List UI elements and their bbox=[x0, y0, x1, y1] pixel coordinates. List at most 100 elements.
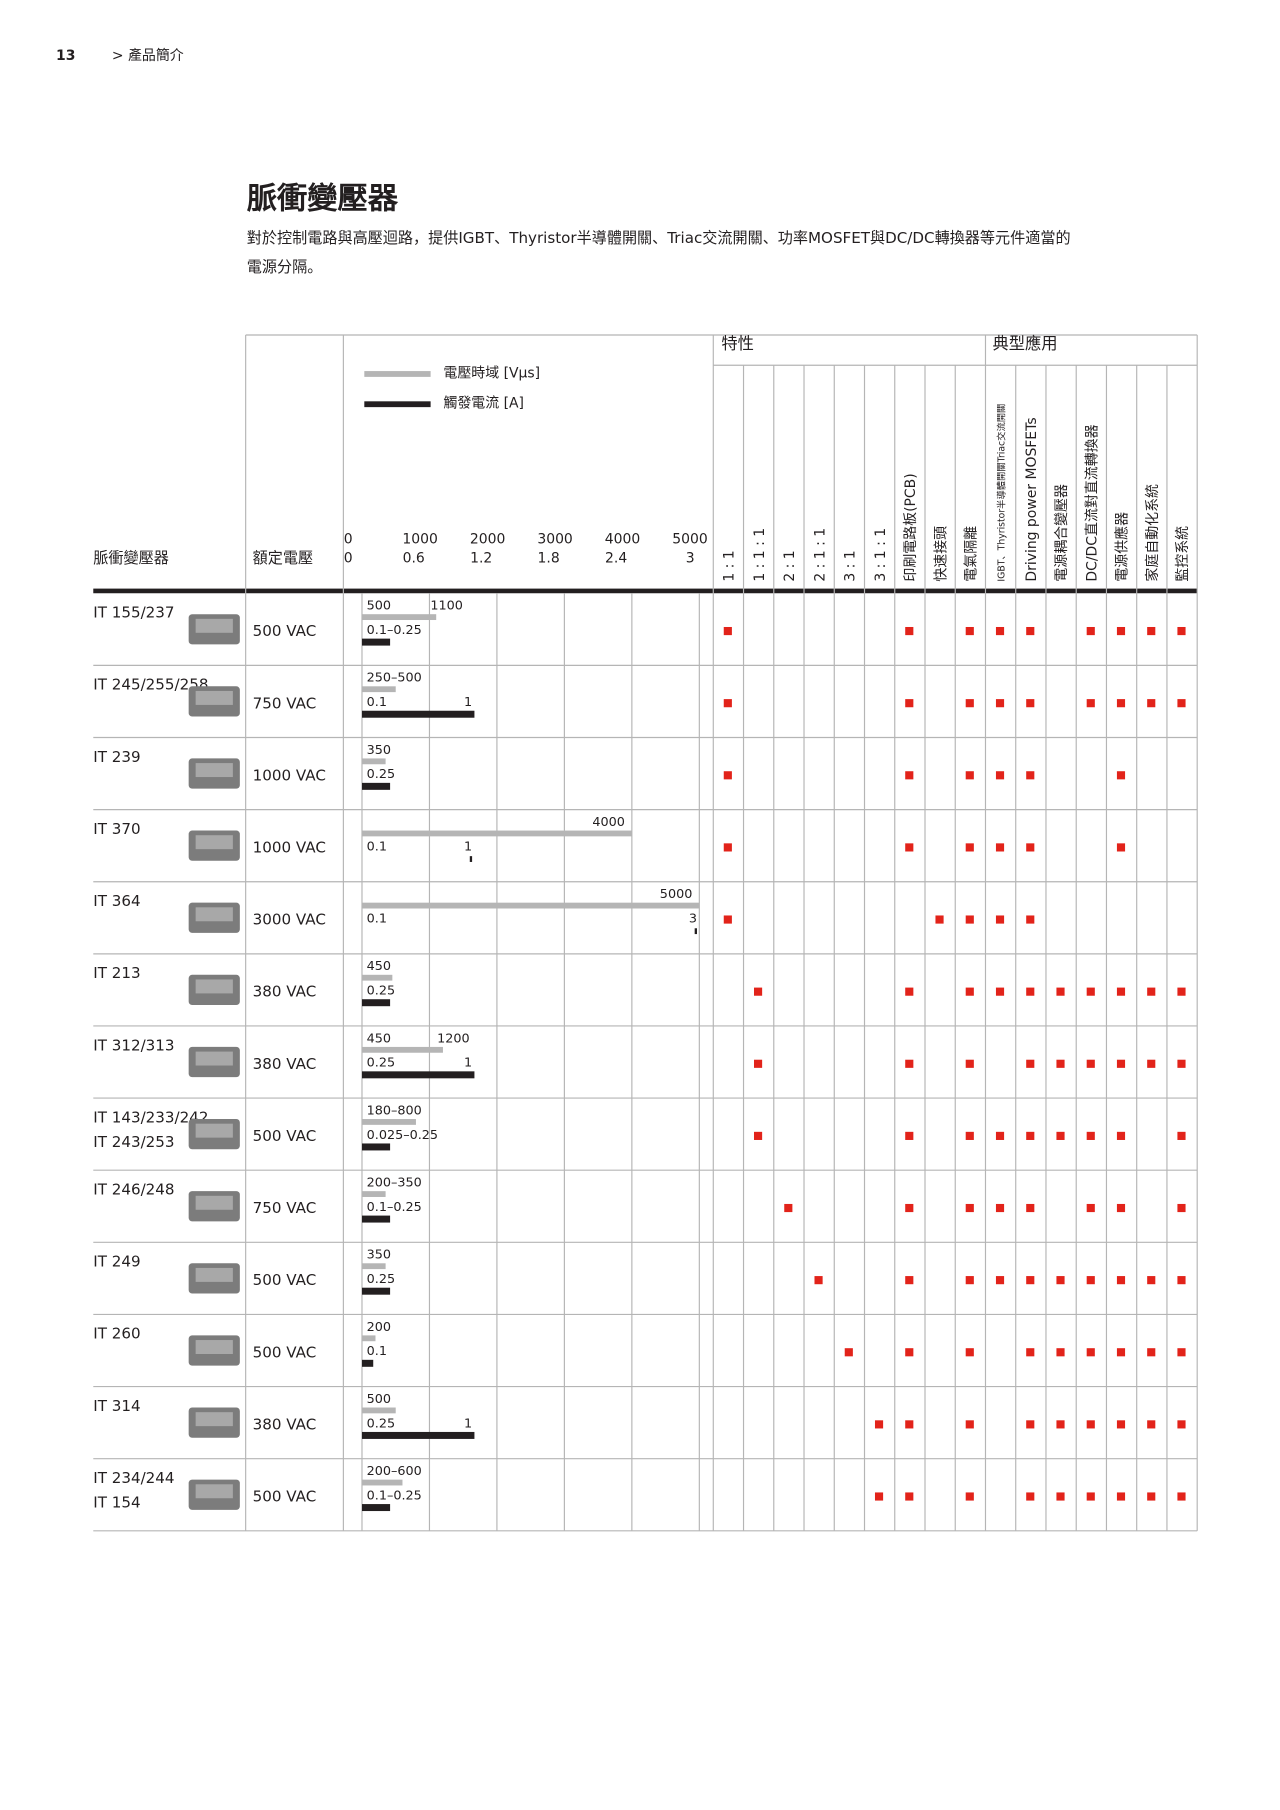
product-name: IT 245/255/258 bbox=[93, 676, 208, 694]
legend-label: 觸發電流 [A] bbox=[443, 396, 524, 412]
voltage-time-bar bbox=[361, 1046, 443, 1053]
check-mark bbox=[1026, 1276, 1035, 1285]
check-mark bbox=[1116, 1131, 1126, 1140]
check-mark bbox=[1177, 1348, 1186, 1357]
trigger-current-bar bbox=[361, 1071, 475, 1079]
trigger-current-bar bbox=[361, 782, 391, 790]
product-name: IT 243/253 bbox=[93, 1133, 174, 1151]
column-header: 電源供應器 bbox=[1114, 512, 1131, 582]
check-mark bbox=[1086, 626, 1095, 636]
voltage-time-bar bbox=[361, 758, 386, 765]
product-image bbox=[195, 1340, 233, 1355]
rated-voltage: 3000 VAC bbox=[253, 911, 326, 929]
check-mark bbox=[965, 843, 974, 852]
check-mark bbox=[905, 843, 914, 852]
check-mark bbox=[874, 1492, 884, 1501]
product-name: IT 154 bbox=[93, 1493, 140, 1511]
rated-voltage: 750 VAC bbox=[253, 1199, 317, 1217]
product-image bbox=[195, 835, 233, 850]
product-name: IT 314 bbox=[93, 1397, 140, 1415]
check-mark bbox=[1116, 1420, 1126, 1429]
check-mark bbox=[1177, 1420, 1186, 1429]
voltage-time-bar bbox=[361, 1479, 403, 1486]
product-image bbox=[195, 1484, 233, 1499]
check-mark bbox=[995, 1276, 1005, 1285]
check-mark bbox=[1177, 1203, 1186, 1213]
description-line: 電源分隔。 bbox=[247, 258, 323, 276]
trigger-current-bar bbox=[361, 710, 475, 718]
product-image bbox=[195, 690, 233, 705]
check-mark bbox=[935, 915, 944, 924]
check-mark bbox=[905, 1420, 914, 1429]
check-mark bbox=[995, 771, 1005, 780]
axis-tick-label: 1.8 bbox=[538, 550, 560, 566]
check-mark bbox=[1026, 1420, 1035, 1429]
rated-voltage: 1000 VAC bbox=[253, 766, 326, 784]
product-name: IT 155/237 bbox=[93, 604, 174, 622]
voltage-time-bar bbox=[361, 1191, 386, 1197]
check-mark bbox=[1147, 1348, 1156, 1357]
check-mark bbox=[1116, 843, 1126, 852]
check-mark bbox=[905, 1348, 914, 1357]
check-mark bbox=[905, 1203, 914, 1213]
check-mark bbox=[1116, 1059, 1126, 1068]
product-name: IT 249 bbox=[93, 1253, 140, 1271]
trigger-current-label: 0.1 bbox=[367, 695, 387, 710]
check-mark bbox=[1086, 1059, 1095, 1068]
check-mark bbox=[1026, 1203, 1035, 1213]
rated-voltage: 380 VAC bbox=[253, 1055, 317, 1073]
voltage-time-bar bbox=[361, 1335, 376, 1342]
product-image bbox=[195, 1123, 233, 1138]
check-mark bbox=[1177, 626, 1186, 636]
check-mark bbox=[965, 1203, 974, 1213]
check-mark bbox=[1116, 987, 1126, 996]
rated-voltage: 500 VAC bbox=[253, 1271, 317, 1289]
check-mark bbox=[1086, 1492, 1095, 1501]
trigger-current-label: 0.1–0.25 bbox=[367, 1488, 422, 1503]
rated-voltage: 500 VAC bbox=[253, 1343, 317, 1361]
column-header: IGBT、Thyristor半導體開關Triac交流開關 bbox=[995, 404, 1007, 582]
column-header: 1 : 1 : 1 bbox=[752, 528, 768, 582]
check-mark bbox=[1177, 1492, 1186, 1501]
check-mark bbox=[995, 843, 1005, 852]
check-mark bbox=[723, 915, 732, 924]
check-mark bbox=[965, 1348, 974, 1357]
check-mark bbox=[1026, 771, 1035, 780]
trigger-current-label: 1 bbox=[464, 1416, 472, 1431]
voltage-time-bar bbox=[361, 1407, 396, 1414]
trigger-current-label: 0.1–0.25 bbox=[367, 623, 422, 638]
axis-tick-label: 0 bbox=[344, 532, 353, 548]
check-mark bbox=[965, 1420, 974, 1429]
check-mark bbox=[1177, 1276, 1186, 1285]
check-mark bbox=[905, 1131, 914, 1140]
axis-tick-label: 2.4 bbox=[605, 550, 627, 566]
check-mark bbox=[1056, 1420, 1065, 1429]
column-header: 3 : 1 : 1 bbox=[873, 528, 889, 582]
trigger-current-label: 0.1–0.25 bbox=[367, 1200, 422, 1215]
product-name: IT 370 bbox=[93, 820, 140, 838]
header-features: 特性 bbox=[721, 334, 754, 353]
voltage-time-label: 200 bbox=[367, 1320, 391, 1335]
axis-tick-label: 5000 bbox=[672, 532, 707, 548]
column-header: 家庭自動化系統 bbox=[1144, 484, 1161, 582]
check-mark bbox=[1026, 987, 1035, 996]
product-name: IT 234/244 bbox=[93, 1469, 174, 1487]
product-image bbox=[195, 763, 233, 778]
product-image bbox=[195, 1412, 233, 1427]
product-name: IT 239 bbox=[93, 748, 140, 766]
voltage-time-label: 4000 bbox=[592, 815, 625, 830]
check-mark bbox=[1026, 843, 1035, 852]
check-mark bbox=[965, 1492, 974, 1501]
check-mark bbox=[1147, 1492, 1156, 1501]
check-mark bbox=[905, 987, 914, 996]
product-image bbox=[195, 618, 233, 633]
product-name: IT 213 bbox=[93, 964, 140, 982]
product-name: IT 260 bbox=[93, 1325, 140, 1343]
check-mark bbox=[1056, 1492, 1065, 1501]
trigger-current-label: 0.25 bbox=[367, 767, 395, 782]
check-mark bbox=[874, 1420, 884, 1429]
check-mark bbox=[1116, 1348, 1126, 1357]
legend-swatch bbox=[364, 371, 431, 377]
voltage-time-label: 200–600 bbox=[367, 1464, 422, 1479]
axis-tick-label: 3 bbox=[686, 550, 695, 566]
